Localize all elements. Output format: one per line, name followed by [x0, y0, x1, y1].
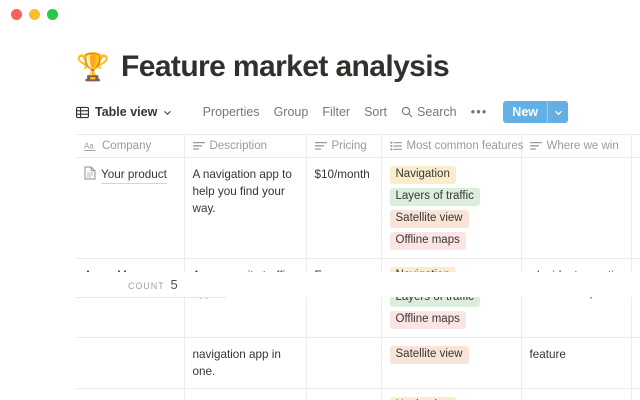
minimize-window-button[interactable] [29, 8, 40, 20]
column-header-where-we-win-label: Where we win [546, 140, 619, 152]
column-header-pricing-label: Pricing [331, 140, 367, 152]
cell-text: A community traffic app. [192, 269, 292, 299]
table-body: Your product A navigation app to help you… [76, 157, 640, 400]
table-row[interactable]: navigation app in one. Satellite view feat… [76, 337, 640, 389]
table-row[interactable]: NavigateA minimalist navigation app.Free… [76, 388, 640, 400]
cell-description[interactable]: navigation app in one. [184, 337, 307, 389]
cell-pricing[interactable] [306, 337, 382, 389]
cell-text: navigation app in one. [192, 348, 281, 378]
text-lines-icon [529, 141, 542, 151]
cell-overflow[interactable]: - C [631, 258, 640, 338]
company-name[interactable]: Acme Maps [84, 267, 146, 285]
column-header-pricing[interactable]: Pricing [306, 134, 382, 158]
cell-text-line: - Offline maps [529, 286, 603, 299]
properties-button[interactable]: Properties [202, 105, 260, 119]
filter-button[interactable]: Filter [322, 105, 351, 119]
new-button-label: New [512, 105, 538, 119]
column-header-where-we-win[interactable]: Where we win [521, 134, 632, 158]
zoom-window-button[interactable] [47, 8, 58, 20]
column-header-most-common-features-label: Most common features [406, 140, 524, 152]
text-lines-icon [314, 141, 327, 151]
new-button-divider [547, 101, 548, 123]
cell-pricing[interactable]: Free plan, $10/month pro plan [306, 388, 382, 400]
column-header-description[interactable]: Description [184, 134, 307, 158]
cell-company[interactable]: Navigate [76, 388, 185, 400]
cell-company[interactable]: Your product [76, 157, 185, 259]
cell-company[interactable]: Acme Maps [76, 258, 185, 338]
feature-tag[interactable]: Navigation [389, 166, 456, 184]
trophy-icon[interactable]: 🏆 [76, 51, 110, 82]
cell-text: Free [314, 269, 339, 282]
database-table: Aa Company [76, 134, 640, 400]
cell-description[interactable]: A navigation app to help you find your w… [184, 157, 307, 259]
close-window-button[interactable] [11, 8, 22, 20]
cell-overflow[interactable]: - P [631, 337, 640, 389]
column-header-overflow[interactable] [631, 134, 640, 158]
search-button[interactable]: Search [401, 105, 457, 119]
toolbar-actions: Properties Group Filter Sort Search ••• [203, 101, 568, 123]
sort-button[interactable]: Sort [364, 105, 388, 119]
column-header-most-common-features[interactable]: Most common features [381, 134, 524, 158]
new-button-chevron-down-icon[interactable] [548, 101, 568, 123]
page-document-icon [84, 166, 96, 180]
view-toolbar: Table view Properties Group Filter Sort [76, 100, 640, 124]
cell-most-common-features[interactable]: Navigation Layers of traffic Satellite vie… [381, 157, 522, 259]
group-button[interactable]: Group [273, 105, 309, 119]
feature-tag[interactable]: Layers of traffic [389, 289, 480, 307]
cell-where-we-win[interactable]: - Incident reporting- Satellite view- Of… [521, 388, 632, 400]
cell-most-common-features[interactable]: Satellite view [381, 337, 522, 389]
column-header-company-label: Company [102, 140, 152, 152]
new-button[interactable]: New [503, 101, 568, 123]
page-body: 🏆 Feature market analysis Table view [0, 50, 640, 400]
cell-most-common-features[interactable]: Navigation Layers of traffic Offline maps [381, 258, 522, 338]
window-controls [11, 8, 58, 20]
title-aa-icon: Aa [84, 141, 97, 152]
cell-description[interactable]: A minimalist navigation app. [184, 388, 307, 400]
feature-tag[interactable]: Navigation [389, 267, 456, 285]
table-grid-icon [76, 106, 89, 119]
text-lines-icon [192, 141, 205, 151]
svg-text:Aa: Aa [84, 141, 94, 150]
feature-tag[interactable]: Offline maps [389, 311, 466, 329]
table-row[interactable]: Acme Maps A community traffic app. Free Nav… [76, 258, 640, 338]
feature-tag[interactable]: Offline maps [389, 232, 466, 250]
column-header-company[interactable]: Aa Company [76, 134, 185, 158]
cell-text: A navigation app to help you find your w… [192, 168, 292, 215]
cell-overflow[interactable]: - C [631, 388, 640, 400]
multi-select-icon [389, 141, 402, 151]
page-title-text[interactable]: Feature market analysis [121, 50, 450, 83]
cell-pricing[interactable]: Free [306, 258, 382, 338]
feature-tag[interactable]: Satellite view [389, 346, 469, 364]
feature-tag[interactable]: Layers of traffic [389, 188, 480, 206]
cell-overflow[interactable] [631, 157, 640, 259]
column-header-description-label: Description [209, 140, 268, 152]
table-header-row: Aa Company [76, 134, 640, 158]
cell-most-common-features[interactable]: Navigation [381, 388, 522, 400]
cell-pricing[interactable]: $10/month [306, 157, 382, 259]
page-title: 🏆 Feature market analysis [76, 50, 640, 84]
cell-description[interactable]: A community traffic app. [184, 258, 307, 338]
cell-text-line: feature [529, 348, 566, 361]
tab-table-view[interactable]: Table view [76, 105, 172, 119]
cell-company[interactable] [76, 337, 185, 389]
tab-table-view-label: Table view [95, 105, 158, 119]
search-icon [401, 106, 413, 118]
cell-text-line: - Incident reporting [529, 269, 627, 282]
chevron-down-icon [163, 108, 172, 117]
window-titlebar [0, 0, 640, 28]
feature-tag[interactable]: Satellite view [389, 210, 469, 228]
cell-text: $10/month [314, 168, 370, 181]
search-button-label: Search [417, 105, 457, 119]
cell-where-we-win[interactable] [521, 157, 632, 259]
company-name[interactable]: Your product [101, 166, 167, 184]
cell-where-we-win[interactable]: - Incident reporting - Offline maps [521, 258, 632, 338]
cell-where-we-win[interactable]: feature [521, 337, 632, 389]
table-row[interactable]: Your product A navigation app to help you… [76, 157, 640, 259]
more-options-icon[interactable]: ••• [470, 104, 488, 119]
